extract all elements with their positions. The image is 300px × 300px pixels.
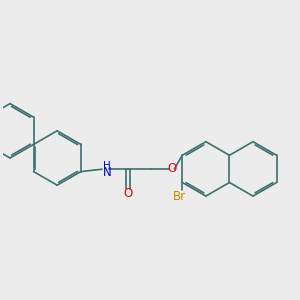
Text: Br: Br [172,190,186,203]
Text: O: O [167,162,177,176]
Text: O: O [124,187,133,200]
Text: H: H [103,161,111,171]
Text: N: N [103,166,111,179]
